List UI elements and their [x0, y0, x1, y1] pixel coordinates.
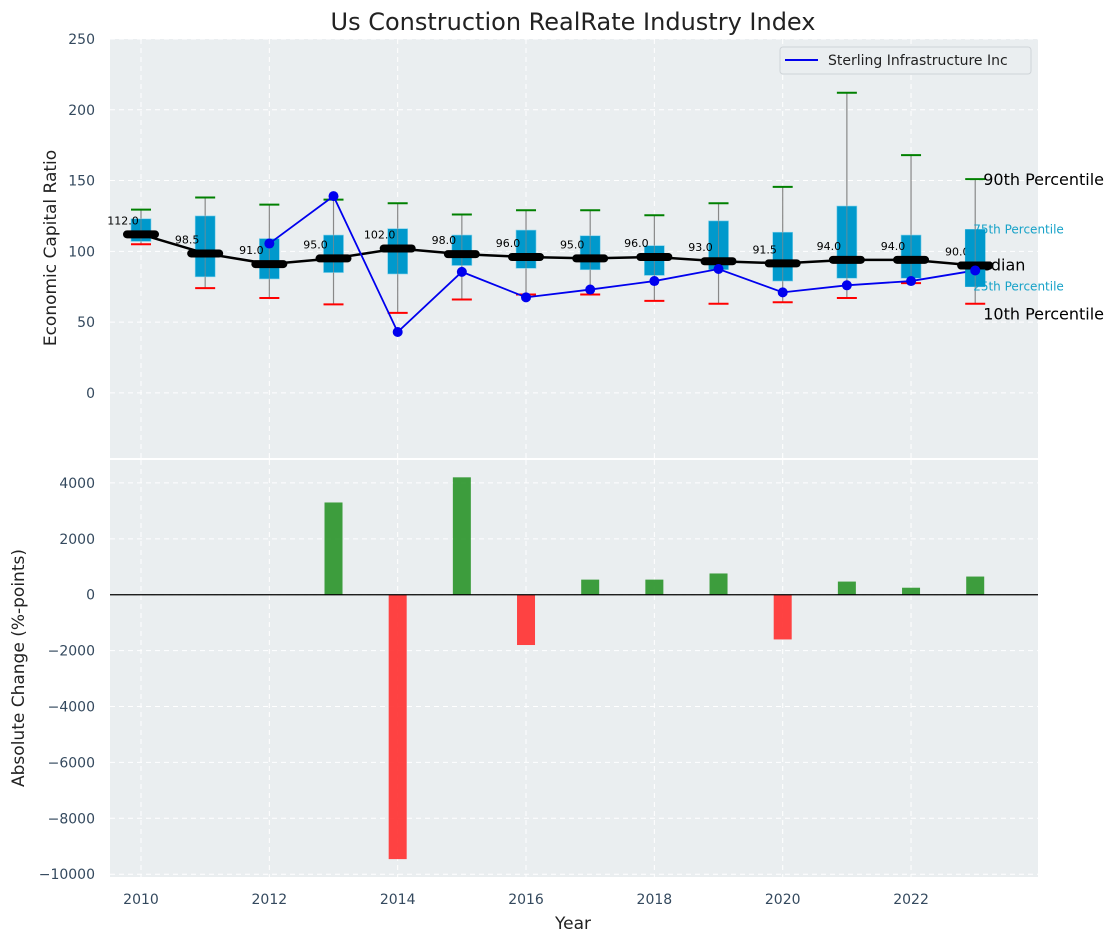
legend-label: Sterling Infrastructure Inc: [828, 53, 1008, 69]
x-ticks: 2010 2012 2014 2016 2018 2020 2022: [123, 892, 929, 908]
median-value-label: 91.5: [752, 243, 777, 256]
series-point-sterling: [264, 238, 275, 249]
series-point-sterling: [521, 292, 532, 303]
median-value-label: 102.0: [364, 229, 396, 242]
bar-negative: [517, 594, 536, 646]
bottom-panel-background: [110, 460, 1038, 877]
x-tick-label: 2018: [637, 892, 673, 908]
series-point-sterling: [649, 276, 660, 287]
y-tick-label: 50: [77, 315, 95, 331]
bottom-y-ticks: −10000 −8000 −6000 −4000 −2000 0 2000 4000: [39, 476, 95, 883]
median-value-label: 94.0: [881, 240, 906, 253]
median-value-label: 90.0: [945, 245, 970, 258]
percentile-annotation: 10th Percentile: [983, 305, 1104, 324]
y-tick-label: 4000: [59, 476, 95, 492]
y-tick-label: 250: [68, 32, 95, 48]
y-tick-label: −6000: [48, 755, 95, 771]
x-axis-label: Year: [554, 914, 591, 934]
legend-box: [779, 46, 1032, 75]
bar-positive: [581, 579, 600, 595]
series-point-sterling: [456, 266, 467, 277]
y-tick-label: −2000: [48, 644, 95, 660]
median-value-label: 95.0: [560, 238, 585, 251]
x-tick-label: 2020: [765, 892, 801, 908]
y-tick-label: 0: [86, 386, 95, 402]
y-tick-label: 200: [68, 103, 95, 119]
percentile-annotation: 75th Percentile: [973, 222, 1064, 236]
x-tick-label: 2016: [508, 892, 544, 908]
x-tick-label: 2010: [123, 892, 159, 908]
median-value-label: 93.0: [688, 241, 713, 254]
y-tick-label: −10000: [39, 867, 95, 883]
top-marks: 112.0 98.5 91.0 95.0 102.0 98.0 96.0 95.0 96.0 93…: [107, 91, 1104, 338]
median-value-label: 96.0: [496, 237, 521, 250]
y-tick-label: −8000: [48, 811, 95, 827]
series-point-sterling: [328, 191, 339, 202]
bottom-y-axis-label: Absolute Change (%-points): [9, 549, 29, 787]
x-tick-label: 2022: [893, 892, 929, 908]
series-point-sterling: [841, 280, 852, 291]
bar-positive: [837, 581, 856, 595]
x-tick-label: 2012: [252, 892, 288, 908]
percentile-annotation: 25th Percentile: [973, 280, 1064, 294]
bar-positive: [902, 587, 921, 595]
median-value-label: 98.0: [432, 234, 457, 247]
y-tick-label: 2000: [59, 532, 95, 548]
median-value-label: 96.0: [624, 237, 649, 250]
median-value-label: 95.0: [303, 238, 328, 251]
bar-negative: [773, 594, 792, 640]
series-point-sterling: [777, 287, 788, 298]
top-y-ticks: 0 50 100 150 200 250: [68, 32, 95, 402]
y-tick-label: 100: [68, 244, 95, 260]
top-y-axis-label: Economic Capital Ratio: [41, 150, 61, 346]
y-tick-label: 150: [68, 174, 95, 190]
series-point-sterling: [906, 276, 917, 287]
bar-positive: [452, 477, 471, 595]
bar-positive: [645, 579, 664, 595]
y-tick-label: 0: [86, 588, 95, 604]
chart-title: Us Construction RealRate Industry Index: [331, 8, 816, 36]
bar-positive: [324, 502, 343, 595]
median-value-label: 91.0: [239, 244, 264, 257]
legend: Sterling Infrastructure Inc: [779, 46, 1032, 75]
median-value-label: 112.0: [107, 214, 139, 227]
bar-negative: [388, 594, 407, 860]
series-point-sterling: [392, 327, 403, 338]
bar-positive: [966, 576, 985, 595]
y-tick-label: −4000: [48, 700, 95, 716]
series-point-sterling: [970, 265, 981, 276]
bottom-marks: [110, 477, 1038, 860]
percentile-annotation: 90th Percentile: [983, 170, 1104, 189]
median-value-label: 98.5: [175, 233, 200, 246]
series-line-sterling: [268, 194, 976, 334]
bar-positive: [709, 573, 728, 595]
median-value-label: 94.0: [817, 240, 842, 253]
x-tick-label: 2014: [380, 892, 416, 908]
series-point-sterling: [585, 284, 596, 295]
series-point-sterling: [713, 264, 724, 275]
